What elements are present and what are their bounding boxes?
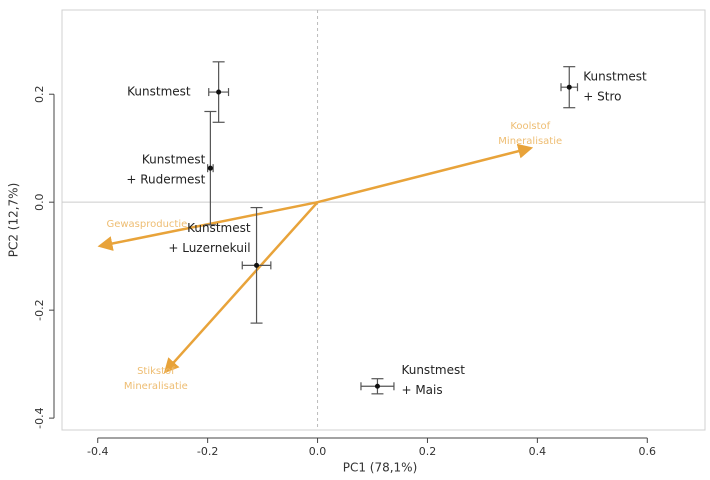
arrow-label: Stikstof [137, 366, 175, 377]
point-label: + Stro [583, 90, 621, 104]
point-label: Kunstmest [187, 221, 251, 235]
point [566, 84, 572, 90]
y-tick-label: -0.2 [33, 299, 46, 320]
point [207, 165, 213, 171]
x-axis-label: PC1 (78,1%) [343, 461, 418, 475]
point-label: Kunstmest [142, 153, 206, 167]
y-tick-label: 0.2 [33, 85, 46, 103]
loading-arrow [97, 200, 318, 251]
point-label: Kunstmest [401, 363, 465, 377]
arrow-label: Mineralisatie [498, 136, 562, 147]
point-label: + Rudermest [126, 173, 205, 187]
loading-arrow [163, 201, 319, 374]
x-tick-label: 0.2 [419, 445, 437, 458]
x-tick-label: 0.4 [529, 445, 547, 458]
arrow-label: Gewasproductie [106, 219, 187, 230]
point-label: Kunstmest [127, 85, 191, 99]
plot-frame [61, 9, 706, 431]
point [254, 262, 260, 268]
point [216, 89, 222, 95]
x-tick-label: -0.2 [197, 445, 218, 458]
point-label: + Luzernekuil [168, 241, 250, 255]
point-label: Kunstmest [583, 70, 647, 84]
point [374, 383, 380, 389]
y-tick-label: 0.0 [33, 193, 46, 211]
x-tick-label: -0.4 [87, 445, 108, 458]
y-tick-label: -0.4 [33, 407, 46, 428]
x-tick-label: 0.0 [309, 445, 327, 458]
y-axis-label: PC2 (12,7%) [7, 183, 21, 258]
arrow-label: Koolstof [510, 121, 550, 132]
loading-arrow [317, 143, 534, 204]
arrow-label: Mineralisatie [124, 381, 188, 392]
point-label: + Mais [401, 383, 442, 397]
x-tick-label: 0.6 [639, 445, 657, 458]
